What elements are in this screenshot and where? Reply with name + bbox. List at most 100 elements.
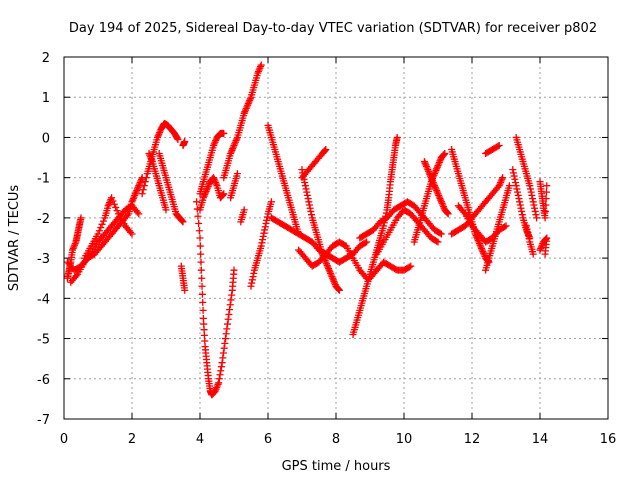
data-point <box>70 243 78 251</box>
data-point <box>480 251 488 259</box>
series-arc-7 <box>155 150 187 226</box>
data-point <box>196 242 204 250</box>
y-tick-label: 1 <box>42 91 50 106</box>
data-point <box>303 188 311 196</box>
data-point <box>518 207 526 215</box>
data-point <box>259 236 267 244</box>
series-arc-22 <box>349 133 401 339</box>
data-point <box>435 158 443 166</box>
data-point <box>420 158 428 166</box>
y-tick-label: -6 <box>37 373 50 388</box>
series-arc-3 <box>67 202 143 286</box>
data-point <box>195 227 203 235</box>
data-point <box>526 182 534 190</box>
data-point <box>301 178 309 186</box>
plot-frame <box>63 56 609 420</box>
data-point <box>537 243 545 251</box>
data-point <box>112 203 120 211</box>
data-point <box>440 150 448 158</box>
data-point <box>527 188 535 196</box>
x-tick-label: 0 <box>60 432 68 447</box>
data-point <box>424 166 432 174</box>
data-point <box>331 279 339 287</box>
data-point <box>212 385 220 393</box>
data-point <box>429 178 437 186</box>
data-point <box>533 214 541 222</box>
data-point <box>267 198 275 206</box>
data-point <box>325 266 333 274</box>
data-point <box>537 244 545 252</box>
data-point <box>437 196 445 204</box>
data-point <box>444 209 452 217</box>
data-point <box>133 187 141 195</box>
data-point <box>224 315 232 323</box>
data-point <box>497 178 505 186</box>
data-point <box>517 204 525 212</box>
data-point <box>405 263 413 271</box>
data-point <box>434 162 442 170</box>
data-point <box>247 282 255 290</box>
data-point <box>531 207 539 215</box>
data-point <box>407 262 415 270</box>
data-point <box>495 141 503 149</box>
data-point <box>429 177 437 185</box>
data-point <box>329 276 337 284</box>
data-point <box>433 188 441 196</box>
data-point <box>202 187 210 195</box>
data-point <box>532 211 540 219</box>
data-point <box>437 230 445 238</box>
data-point <box>198 274 206 282</box>
data-point <box>531 204 539 212</box>
data-point <box>529 195 537 203</box>
data-point <box>197 250 205 258</box>
data-point <box>529 198 537 206</box>
data-point <box>263 213 271 221</box>
data-point <box>203 186 211 194</box>
data-point <box>322 146 330 154</box>
x-tick-label: 4 <box>196 432 204 447</box>
data-point <box>138 190 146 198</box>
x-axis-label: GPS time / hours <box>282 459 391 474</box>
data-point <box>228 146 236 154</box>
data-point <box>104 202 112 210</box>
x-tick-label: 6 <box>264 432 272 447</box>
data-point <box>393 133 401 141</box>
data-point <box>427 174 435 182</box>
data-point <box>538 241 546 249</box>
data-point <box>110 200 118 208</box>
data-point <box>223 325 231 333</box>
data-point <box>433 165 441 173</box>
data-point <box>248 279 256 287</box>
data-point <box>497 177 505 185</box>
data-point <box>106 199 114 207</box>
data-point <box>479 248 487 256</box>
data-point <box>422 161 430 169</box>
data-point <box>131 191 139 199</box>
data-point <box>219 354 227 362</box>
data-point <box>147 154 155 162</box>
data-point <box>496 180 504 188</box>
data-point <box>541 236 549 244</box>
data-point <box>257 63 265 71</box>
data-point <box>211 387 219 395</box>
data-point <box>325 265 333 273</box>
data-point <box>542 201 550 209</box>
data-point <box>257 61 265 69</box>
data-point <box>432 166 440 174</box>
data-point <box>303 191 311 199</box>
data-point <box>213 384 221 392</box>
data-point <box>173 134 181 142</box>
data-point <box>427 172 435 180</box>
x-tick-label: 10 <box>396 432 413 447</box>
data-point <box>431 183 439 191</box>
series-arc-9 <box>177 262 189 294</box>
data-point <box>261 223 269 231</box>
data-point <box>225 310 233 318</box>
data-point <box>525 235 533 243</box>
data-point <box>133 185 141 193</box>
data-point <box>335 286 343 294</box>
data-point <box>441 150 449 158</box>
series-arc-24 <box>366 258 415 282</box>
data-point <box>132 188 140 196</box>
data-point <box>199 298 207 306</box>
